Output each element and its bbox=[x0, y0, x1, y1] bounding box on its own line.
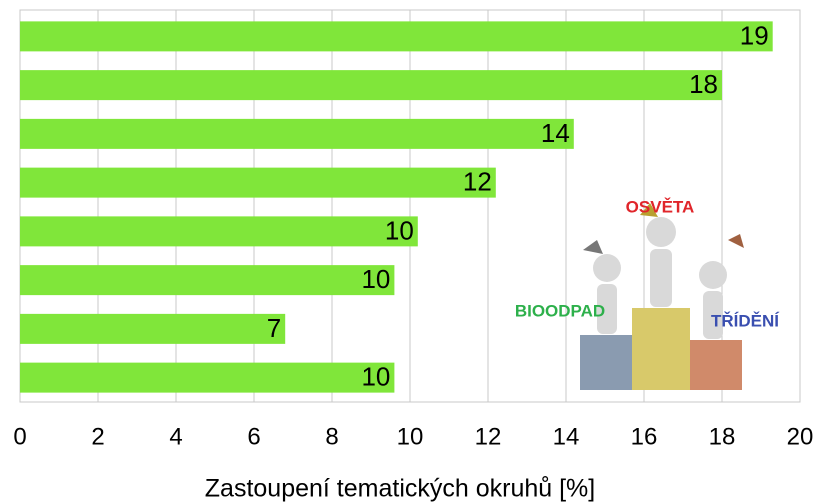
bar bbox=[20, 216, 418, 246]
value-label: 7 bbox=[267, 313, 281, 343]
x-tick-label: 18 bbox=[709, 423, 736, 450]
x-tick-label: 6 bbox=[247, 423, 260, 450]
bar bbox=[20, 70, 722, 100]
x-tick-label: 0 bbox=[13, 423, 26, 450]
x-tick-label: 10 bbox=[397, 423, 424, 450]
x-tick-label: 12 bbox=[475, 423, 502, 450]
value-label: 10 bbox=[361, 362, 390, 392]
x-tick-label: 16 bbox=[631, 423, 658, 450]
annotation: BIOODPAD bbox=[515, 301, 605, 320]
value-label: 18 bbox=[689, 69, 718, 99]
value-label: 10 bbox=[361, 264, 390, 294]
bar bbox=[20, 314, 285, 344]
bar bbox=[20, 119, 574, 149]
podium-block bbox=[690, 340, 742, 390]
x-tick-label: 2 bbox=[91, 423, 104, 450]
podium-block bbox=[632, 308, 690, 390]
annotation: TŘÍDĚNÍ bbox=[711, 311, 780, 330]
podium-block bbox=[580, 335, 634, 390]
x-tick-label: 14 bbox=[553, 423, 580, 450]
value-label: 14 bbox=[541, 118, 570, 148]
trophy bbox=[728, 234, 744, 248]
x-tick-label: 8 bbox=[325, 423, 338, 450]
bar bbox=[20, 168, 496, 198]
bar bbox=[20, 21, 773, 51]
x-axis-title: Zastoupení tematických okruhů [%] bbox=[205, 475, 595, 503]
bar bbox=[20, 363, 394, 393]
chart: 19 18 14 12 10 10 7 10 Zastoupení tematických o… bbox=[0, 0, 822, 504]
bar bbox=[20, 265, 394, 295]
value-label: 12 bbox=[463, 167, 492, 197]
x-tick-label: 20 bbox=[787, 423, 814, 450]
x-tick-label: 4 bbox=[169, 423, 182, 450]
annotation: OSVĚTA bbox=[626, 197, 695, 216]
podium-illustration bbox=[580, 203, 744, 390]
value-label: 10 bbox=[385, 215, 414, 245]
value-label: 19 bbox=[740, 20, 769, 50]
trophy bbox=[583, 240, 603, 254]
